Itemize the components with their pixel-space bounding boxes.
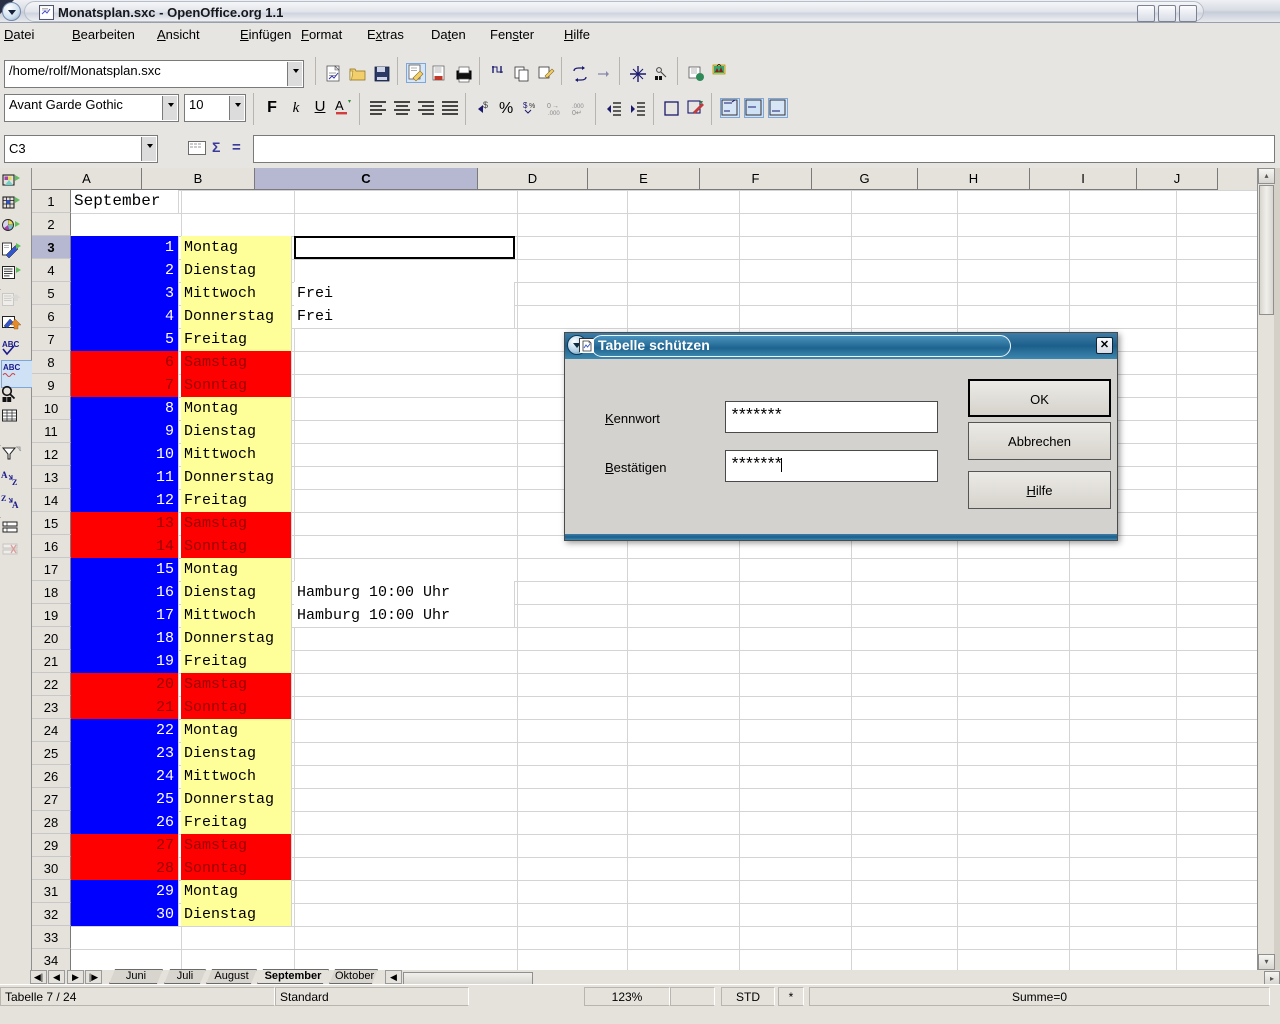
svg-text:0↵: 0↵ xyxy=(572,110,582,117)
svg-text:A: A xyxy=(1,470,8,480)
svg-text:ABC: ABC xyxy=(2,340,20,349)
svg-text:A: A xyxy=(335,98,344,113)
svg-text:A: A xyxy=(12,500,19,510)
svg-text:ABC: ABC xyxy=(3,363,21,372)
svg-text:Z: Z xyxy=(1,494,6,503)
svg-text:0: 0 xyxy=(547,103,551,110)
svg-text:Z: Z xyxy=(12,478,17,487)
svg-text:$: $ xyxy=(483,100,488,110)
svg-text:.000: .000 xyxy=(548,111,560,117)
svg-text:→: → xyxy=(552,103,559,110)
svg-text:%: % xyxy=(529,103,535,110)
svg-text:$: $ xyxy=(523,101,528,110)
